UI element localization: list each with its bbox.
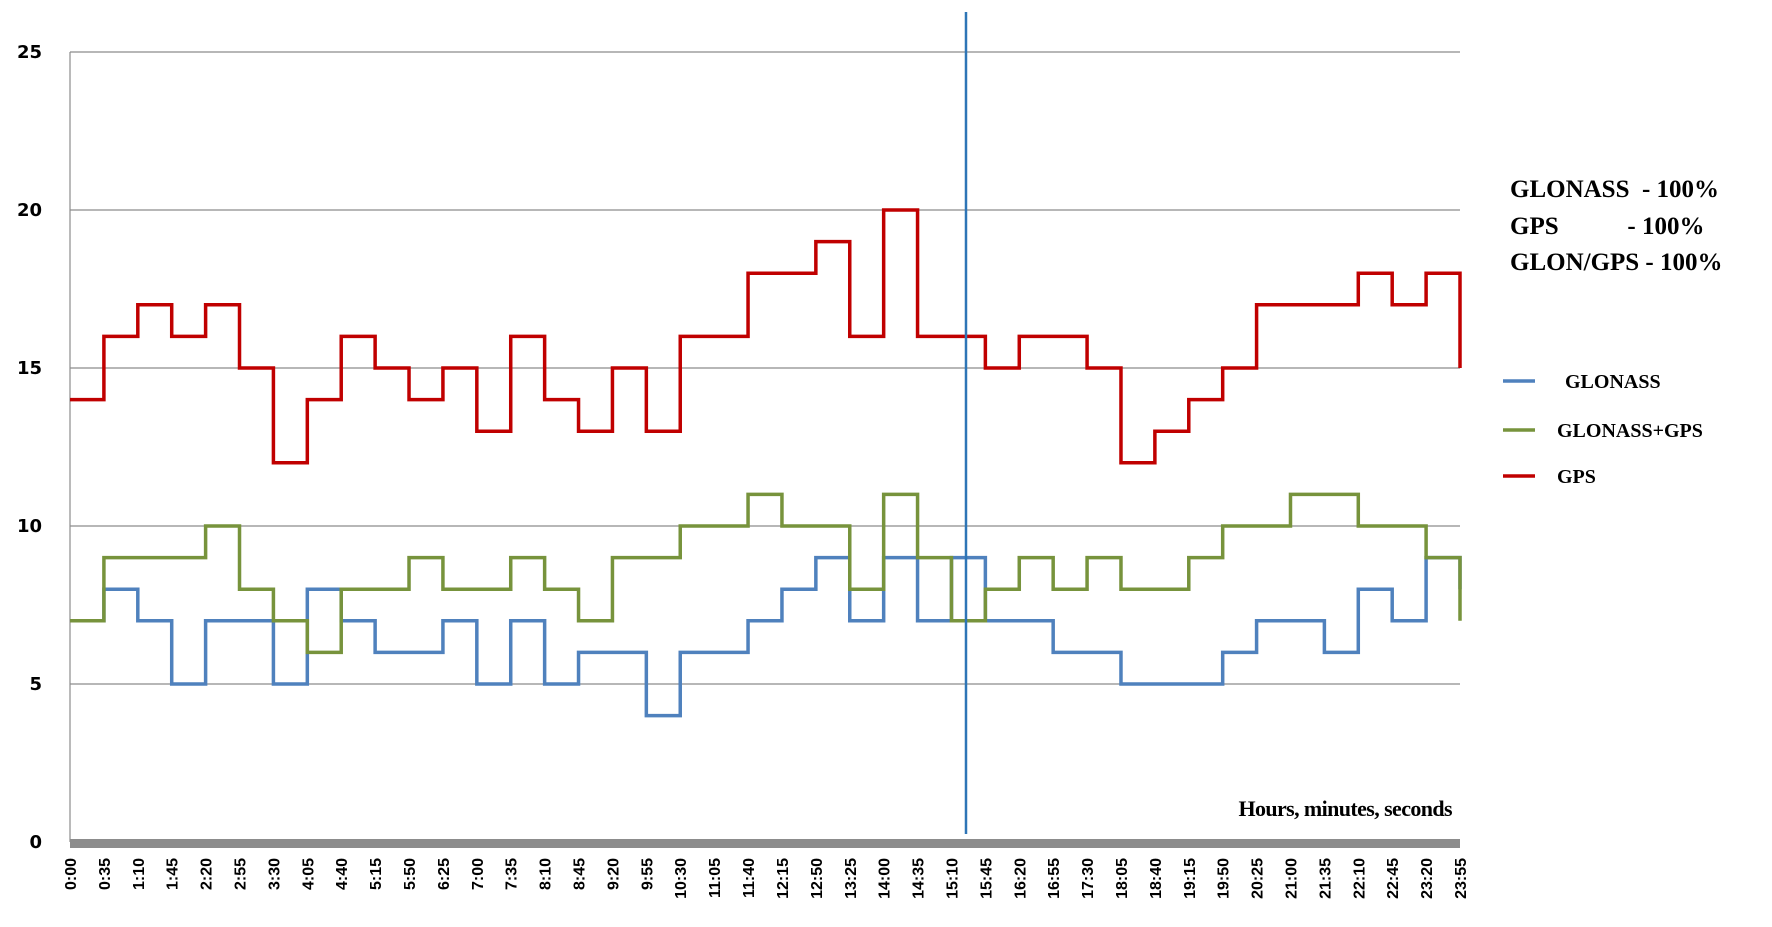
availability-glonass: GLONASS - 100% <box>1510 176 1719 203</box>
x-tick-label: 19:15 <box>1182 858 1199 899</box>
legend-label: GPS <box>1557 466 1596 488</box>
gridlines <box>69 51 1460 842</box>
x-tick-label: 18:05 <box>1114 858 1131 899</box>
x-tick-label: 12:50 <box>809 858 826 899</box>
x-tick-label: 23:20 <box>1419 858 1436 899</box>
y-axis-ticks: 0 5 10 15 20 25 <box>17 42 42 853</box>
series-line-0 <box>70 555 1462 718</box>
x-tick-label: 4:40 <box>334 858 351 890</box>
x-tick-label: 11:05 <box>707 858 724 898</box>
y-tick-label: 20 <box>17 200 42 221</box>
x-tick-label: 6:25 <box>436 858 453 890</box>
x-tick-label: 23:55 <box>1453 858 1470 899</box>
x-tick-label: 8:10 <box>538 858 555 890</box>
y-tick-label: 5 <box>29 674 42 695</box>
x-tick-label: 7:00 <box>470 858 487 890</box>
x-tick-label: 20:25 <box>1250 858 1267 899</box>
x-tick-label: 21:35 <box>1317 858 1334 899</box>
x-tick-label: 9:55 <box>639 858 656 890</box>
x-tick-label: 15:45 <box>978 858 995 899</box>
x-tick-label: 22:10 <box>1351 858 1368 899</box>
y-tick-label: 0 <box>29 832 42 853</box>
series-line-2 <box>70 208 1462 465</box>
x-tick-label: 7:35 <box>504 858 521 890</box>
x-tick-label: 17:30 <box>1080 858 1097 899</box>
y-tick-label: 15 <box>17 358 42 379</box>
x-tick-label: 15:10 <box>944 858 961 899</box>
x-tick-label: 2:20 <box>199 858 216 890</box>
x-tick-label: 22:45 <box>1385 858 1402 899</box>
x-tick-label: 14:00 <box>877 858 894 899</box>
x-tick-label: 4:05 <box>300 858 317 890</box>
x-tick-label: 3:30 <box>266 858 283 890</box>
x-tick-label: 0:00 <box>63 858 80 890</box>
x-tick-label: 5:50 <box>402 858 419 890</box>
x-tick-label: 9:20 <box>605 858 622 890</box>
x-tick-label: 1:10 <box>131 858 148 890</box>
y-tick-label: 10 <box>17 516 42 537</box>
availability-glon-gps: GLON/GPS - 100% <box>1510 249 1723 276</box>
x-tick-label: 1:45 <box>165 858 182 890</box>
x-tick-label: 14:35 <box>911 858 928 899</box>
legend-label: GLONASS <box>1565 371 1661 393</box>
series-lines <box>69 208 1462 718</box>
availability-gps: GPS - 100% <box>1510 213 1704 240</box>
x-tick-label: 13:25 <box>843 858 860 899</box>
series-line-1 <box>70 492 1462 655</box>
availability-block: GLONASS - 100% GPS - 100% GLON/GPS - 100… <box>1510 176 1723 276</box>
legend-label: GLONASS+GPS <box>1557 420 1703 442</box>
legend: GLONASS GLONASS+GPS GPS <box>1503 371 1703 488</box>
x-tick-label: 12:15 <box>775 858 792 899</box>
y-tick-label: 25 <box>17 42 42 63</box>
x-tick-label: 16:55 <box>1046 858 1063 899</box>
x-tick-label: 16:20 <box>1012 858 1029 899</box>
x-axis-ticks: 0:00 0:35 1:10 1:45 2:20 2:55 3:30 4:05 4:40 5:15… <box>63 858 1470 899</box>
x-tick-label: 8:45 <box>572 858 589 890</box>
x-axis-label: Hours, minutes, seconds <box>1238 796 1453 821</box>
x-tick-label: 10:30 <box>673 858 690 899</box>
x-axis-bar <box>70 839 1460 848</box>
x-tick-label: 2:55 <box>233 858 250 890</box>
x-tick-label: 18:40 <box>1148 858 1165 899</box>
x-tick-label: 5:15 <box>368 858 385 890</box>
x-tick-label: 0:35 <box>97 858 114 890</box>
x-tick-label: 21:00 <box>1283 858 1300 899</box>
x-tick-label: 19:50 <box>1216 858 1233 899</box>
x-tick-label: 11:40 <box>741 858 758 898</box>
